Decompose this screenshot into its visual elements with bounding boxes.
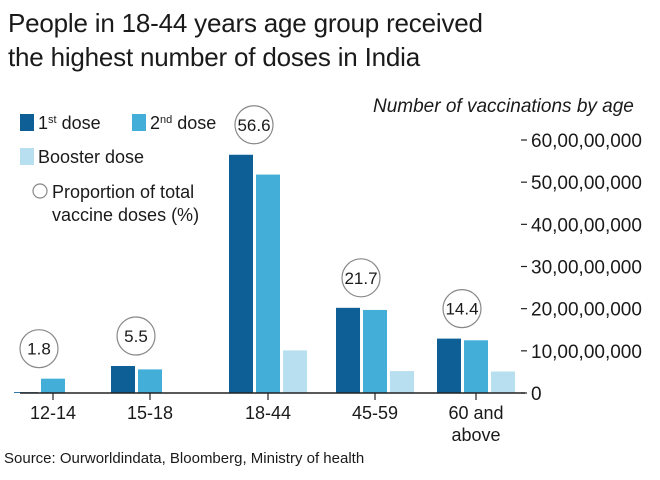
- proportion-circle: [234, 105, 274, 145]
- bar-dose1: [336, 307, 360, 393]
- proportion-label: 56.6: [237, 116, 270, 135]
- legend-label: Booster dose: [38, 147, 144, 167]
- legend-label: 2nd dose: [150, 113, 216, 133]
- x-tick-label: 60 and: [448, 403, 503, 423]
- legend-swatch: [20, 148, 34, 165]
- bar-dose1: [111, 366, 135, 393]
- bar-dose2: [138, 369, 162, 393]
- y-tick-label: 40,00,00,000: [531, 215, 642, 236]
- bar-dose2: [464, 340, 488, 393]
- y-tick-label: 60,00,00,000: [531, 131, 642, 152]
- y-tick-label: 20,00,00,000: [531, 300, 642, 321]
- y-tick-label: 30,00,00,000: [531, 258, 642, 279]
- x-tick-label: 18-44: [245, 403, 291, 423]
- y-tick-label: 10,00,00,000: [531, 342, 642, 363]
- legend-label: 1st dose: [38, 113, 101, 133]
- proportion-circle: [341, 258, 381, 298]
- x-tick-label: 45-59: [352, 403, 398, 423]
- proportion-label: 21.7: [344, 269, 377, 288]
- bar-booster: [390, 371, 414, 393]
- legend-circle-icon: [32, 183, 48, 199]
- bar-booster: [283, 350, 307, 393]
- source-note: Source: Ourworldindata, Bloomberg, Minis…: [4, 450, 365, 467]
- chart-title-line-2: the highest number of doses in India: [8, 42, 420, 72]
- y-tick-label: 0: [531, 384, 542, 405]
- bar-booster: [491, 371, 515, 393]
- proportion-circle: [116, 316, 156, 356]
- bar-dose2: [363, 309, 387, 393]
- x-tick-label: 12-14: [30, 403, 76, 423]
- legend-proportion-label: Proportion of total: [52, 182, 194, 202]
- proportion-label: 1.8: [27, 340, 51, 359]
- proportion-circle: [442, 289, 482, 329]
- chart-title-line-1: People in 18-44 years age group received: [8, 8, 483, 38]
- y-tick-label: 50,00,00,000: [531, 173, 642, 194]
- legend-proportion-label: vaccine doses (%): [52, 205, 199, 225]
- bar-dose1: [229, 154, 253, 393]
- proportion-label: 5.5: [124, 327, 148, 346]
- x-tick-label: 15-18: [127, 403, 173, 423]
- x-tick-label: above: [451, 425, 500, 445]
- bar-dose2: [256, 174, 280, 393]
- legend-swatch: [20, 114, 34, 131]
- bar-dose2: [41, 378, 65, 393]
- y-axis-label: Number of vaccinations by age: [373, 96, 634, 117]
- proportion-label: 14.4: [445, 300, 478, 319]
- chart-title: People in 18-44 years age group received…: [8, 6, 628, 74]
- proportion-circle: [19, 329, 59, 369]
- legend-swatch: [132, 114, 146, 131]
- bar-dose1: [437, 338, 461, 393]
